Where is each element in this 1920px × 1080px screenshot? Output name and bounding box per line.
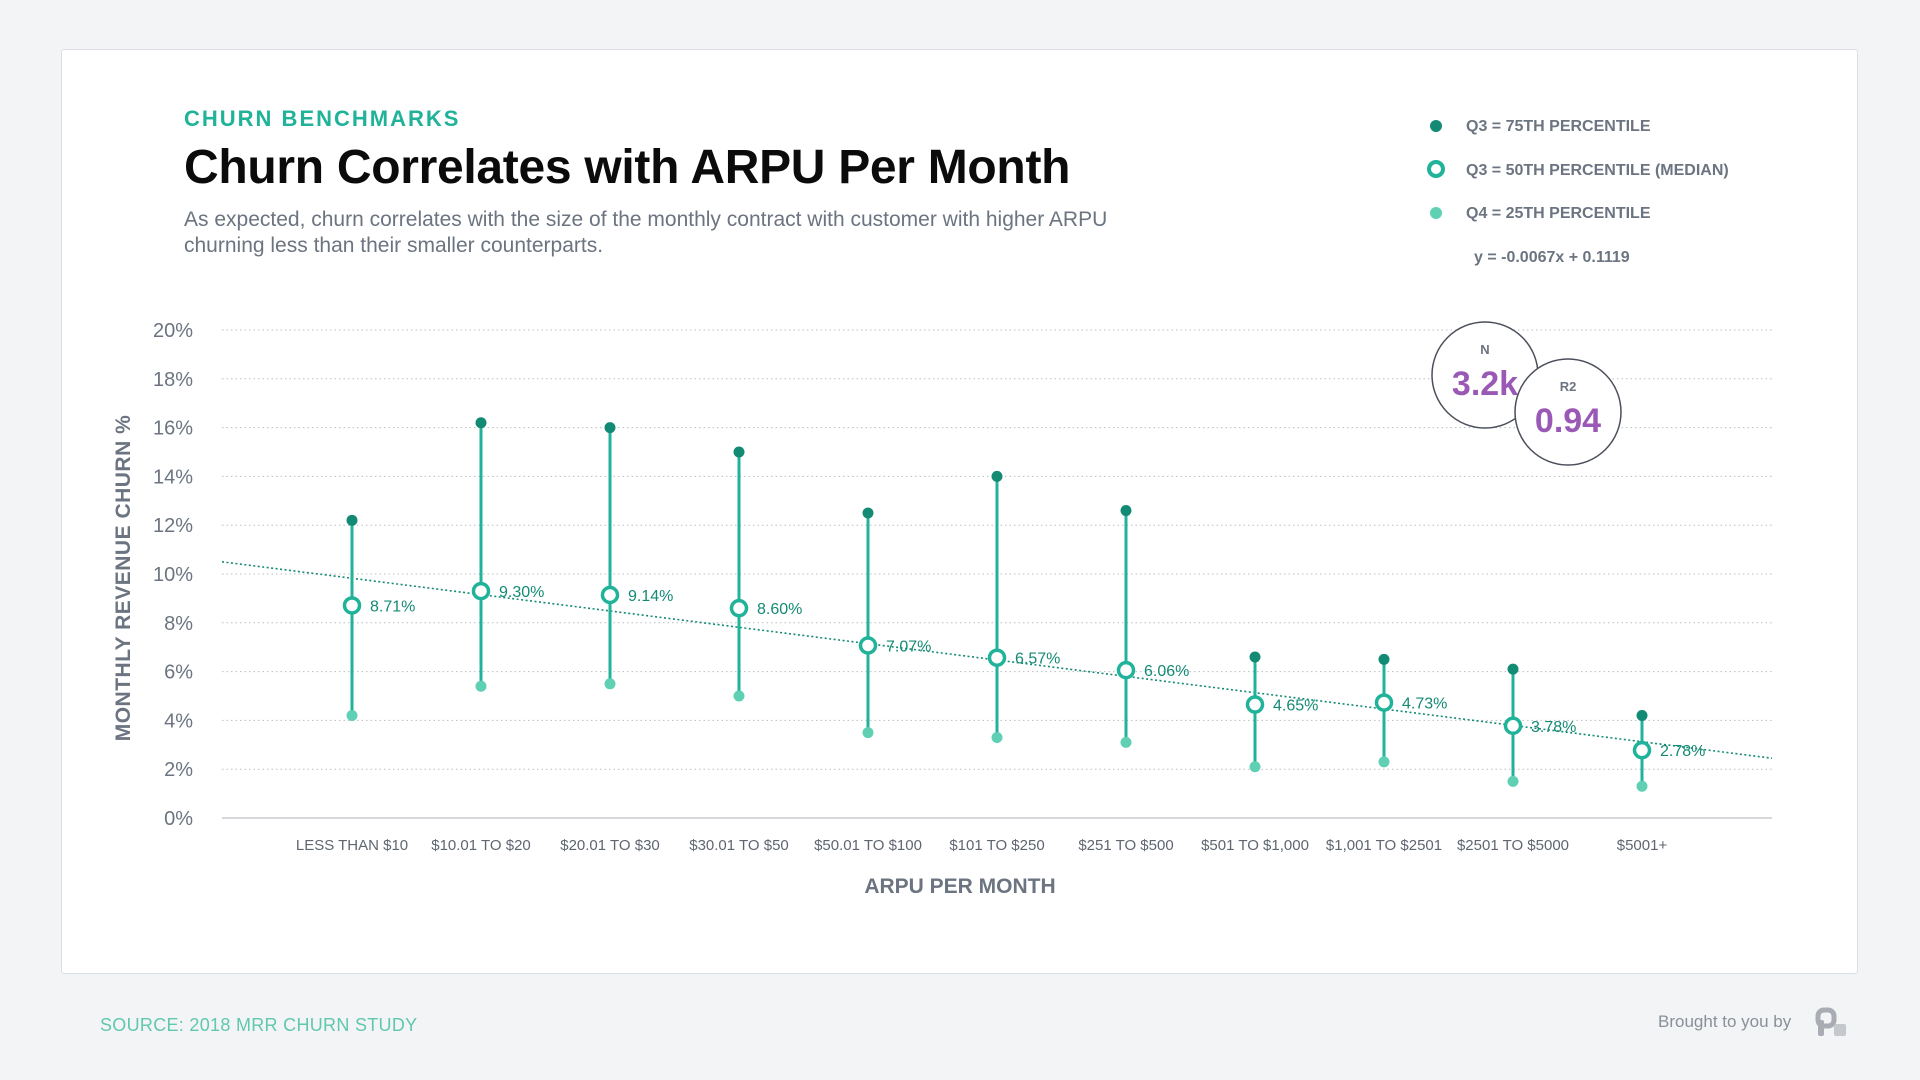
y-tick-label: 20%	[153, 320, 193, 342]
percentile-ranges: 8.71% 9.30% 9.14% 8.60% 7.07% 6.57% 6.06% 4.65%…	[342, 417, 1705, 792]
n-value: 3.2k	[1452, 365, 1518, 403]
q75-point	[1249, 651, 1261, 663]
stats-bubbles: N 3.2k R2 0.94	[1431, 321, 1622, 466]
q25-point	[991, 731, 1003, 743]
y-tick-label: 12%	[153, 515, 193, 537]
q25-point	[475, 680, 487, 692]
x-tick-label: $1,001 TO $2501	[1326, 837, 1442, 854]
x-tick-label: $501 TO $1,000	[1201, 837, 1309, 854]
q25-point	[1120, 736, 1132, 748]
median-point	[729, 598, 749, 618]
median-point	[1503, 716, 1523, 736]
x-tick-labels: LESS THAN $10 $10.01 TO $20 $20.01 TO $30 $…	[296, 837, 1668, 854]
legend-q25-marker	[1430, 207, 1442, 219]
y-axis-title: MONTHLY REVENUE CHURN %	[112, 415, 135, 742]
median-point	[1632, 740, 1652, 760]
median-data-label: 7.07%	[886, 638, 931, 655]
q25-point	[862, 727, 874, 739]
legend-q25-label: Q4 = 25TH PERCENTILE	[1466, 205, 1651, 222]
q75-point	[991, 470, 1003, 482]
profitwell-logo-icon	[1815, 1007, 1846, 1036]
median-data-label: 9.30%	[499, 584, 544, 601]
n-label: N	[1480, 342, 1489, 357]
q75-point	[862, 507, 874, 519]
q75-point	[733, 446, 745, 458]
q75-point	[1507, 663, 1519, 675]
x-axis-title: ARPU PER MONTH	[864, 875, 1055, 898]
median-point	[1245, 695, 1265, 714]
median-point	[1116, 660, 1136, 680]
median-point	[1374, 693, 1394, 712]
median-data-label: 6.06%	[1144, 663, 1189, 680]
r2-bubble	[1514, 358, 1622, 466]
x-tick-label: $101 TO $250	[949, 837, 1044, 854]
q75-point	[346, 514, 358, 526]
chart-card	[61, 49, 1858, 974]
legend-q75-label: Q3 = 75TH PERCENTILE	[1466, 118, 1651, 135]
y-tick-label: 0%	[164, 808, 193, 830]
median-point	[342, 596, 362, 615]
y-tick-label: 14%	[153, 466, 193, 488]
q75-point	[1120, 505, 1132, 517]
legend-q75-marker	[1430, 120, 1442, 132]
y-tick-labels: 0% 2% 4% 6% 8% 10% 12% 14% 16% 18% 20%	[153, 320, 193, 830]
q75-point	[1378, 653, 1390, 665]
q25-point	[1636, 780, 1648, 792]
q75-point	[475, 417, 487, 429]
r2-label: R2	[1560, 379, 1577, 394]
q25-point	[1249, 761, 1261, 773]
x-tick-label: $251 TO $500	[1078, 837, 1173, 854]
y-tick-label: 6%	[164, 662, 193, 684]
x-tick-label: LESS THAN $10	[296, 837, 408, 854]
chart-eyebrow: CHURN BENCHMARKS	[184, 106, 461, 131]
median-data-label: 8.60%	[757, 601, 802, 618]
y-tick-label: 18%	[153, 369, 193, 391]
median-point	[471, 581, 491, 601]
median-point	[600, 585, 620, 605]
median-point	[987, 648, 1007, 667]
median-point	[858, 636, 878, 655]
y-tick-label: 16%	[153, 418, 193, 440]
legend-median-label: Q3 = 50TH PERCENTILE (MEDIAN)	[1466, 162, 1729, 179]
q75-point	[1636, 710, 1648, 722]
r2-value: 0.94	[1535, 402, 1601, 440]
chart-subtitle: As expected, churn correlates with the s…	[184, 208, 1108, 257]
y-tick-label: 4%	[164, 710, 193, 732]
x-tick-label: $50.01 TO $100	[814, 837, 922, 854]
legend: Q3 = 75TH PERCENTILE Q3 = 50TH PERCENTIL…	[1427, 118, 1729, 266]
y-tick-label: 10%	[153, 564, 193, 586]
y-tick-label: 2%	[164, 759, 193, 781]
q25-point	[733, 690, 745, 702]
median-data-label: 3.78%	[1531, 719, 1576, 736]
median-data-label: 9.14%	[628, 588, 673, 605]
y-tick-label: 8%	[164, 613, 193, 635]
median-data-label: 4.73%	[1402, 696, 1447, 713]
x-tick-label: $2501 TO $5000	[1457, 837, 1569, 854]
brand-text: Brought to you by	[1658, 1012, 1792, 1031]
legend-median-marker	[1427, 160, 1445, 178]
q25-point	[1507, 775, 1519, 787]
median-data-label: 4.65%	[1273, 698, 1318, 715]
median-data-label: 6.57%	[1015, 651, 1060, 668]
chart-title: Churn Correlates with ARPU Per Month	[184, 141, 1071, 194]
trendline-equation: y = -0.0067x + 0.1119	[1474, 249, 1630, 266]
source-note: SOURCE: 2018 MRR CHURN STUDY	[100, 1015, 418, 1035]
x-tick-label: $10.01 TO $20	[431, 837, 531, 854]
q25-point	[1378, 756, 1390, 768]
x-tick-label: $20.01 TO $30	[560, 837, 660, 854]
x-tick-label: $30.01 TO $50	[689, 837, 789, 854]
q75-point	[604, 422, 616, 434]
q25-point	[604, 678, 616, 690]
median-data-label: 8.71%	[370, 598, 415, 615]
median-data-label: 2.78%	[1660, 743, 1705, 760]
q25-point	[346, 710, 358, 722]
x-tick-label: $5001+	[1617, 837, 1668, 854]
